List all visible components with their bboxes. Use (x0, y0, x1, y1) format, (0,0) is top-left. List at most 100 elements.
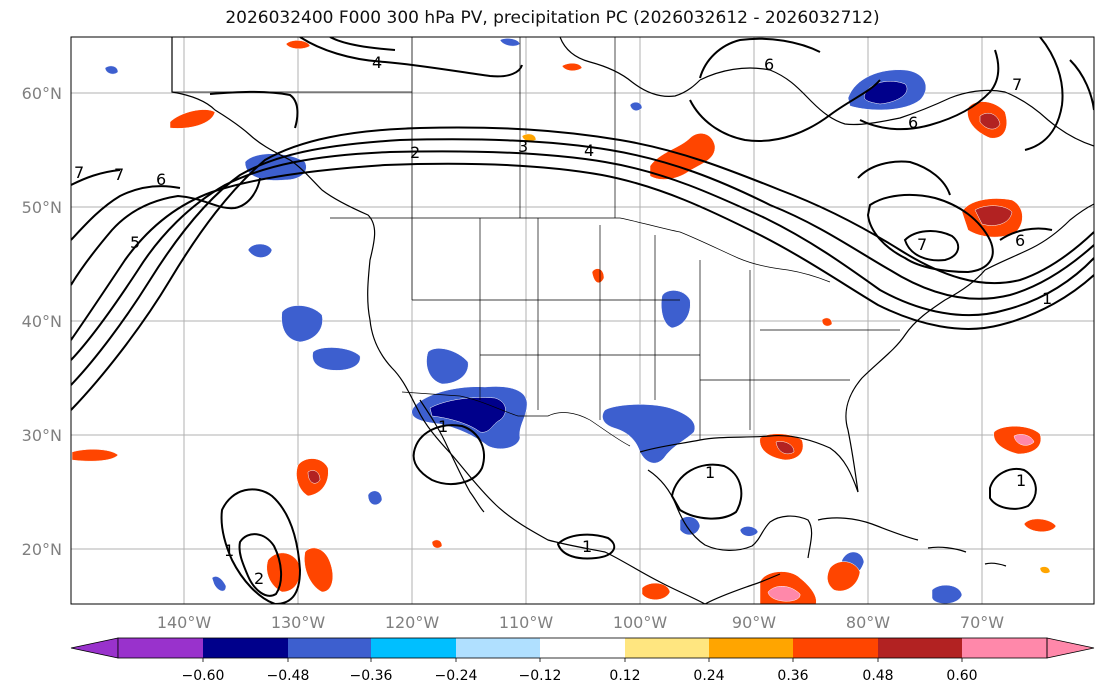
colorbar-tick-label: −0.24 (435, 668, 478, 684)
contour-label: 7 (114, 165, 124, 184)
map-plot-area: 4 6 7 6 7 7 6 5 2 3 4 7 6 1 1 1 1 1 1 2 (71, 37, 1094, 604)
lon-label: 110°W (499, 613, 554, 632)
contour-label: 7 (74, 163, 84, 182)
contour-label: 1 (438, 417, 448, 436)
pv-contour-1 (71, 126, 1094, 411)
pos-core-labrador (979, 113, 1001, 130)
coast-puerto-rico (984, 562, 1007, 567)
colorbar-tick-label: 0.24 (693, 668, 724, 684)
neg-core-hudson (864, 81, 908, 105)
contour-label: 2 (254, 569, 264, 588)
neg-area-central-am (739, 526, 759, 537)
pos-core-pacific-2 (307, 470, 321, 484)
lon-label: 140°W (157, 613, 212, 632)
contour-label: 6 (156, 170, 166, 189)
contour-label: 2 (410, 143, 420, 162)
pos-area-pacific-4 (304, 547, 333, 593)
coast-hispaniola (927, 546, 967, 553)
coast-east-us (845, 269, 986, 493)
colorbar-swatch (288, 638, 371, 658)
contour-label: 4 (584, 141, 594, 160)
colorbar-swatch (878, 638, 962, 658)
neg-area-mexico-1 (679, 516, 701, 536)
colorbar-tick-label: 0.12 (609, 668, 640, 684)
neg-area-pacific-3 (312, 347, 361, 371)
neg-area-pacific-1 (247, 243, 273, 258)
colorbar-swatch (118, 638, 203, 658)
pos-core-gulf (775, 441, 795, 455)
coast-canada-north (559, 37, 701, 97)
border-us-mexico (401, 391, 631, 447)
pv-contour-8 (209, 90, 299, 129)
neg-area-pacific-5 (211, 576, 227, 592)
contour-label: 1 (582, 537, 592, 556)
contour-label: 5 (130, 233, 140, 252)
pv-contour-10 (329, 37, 396, 51)
map-border (70, 36, 1095, 605)
colorbar-swatch (456, 638, 540, 658)
colorbar-tick-label: 0.36 (777, 668, 808, 684)
neg-area-caribbean-2 (931, 584, 963, 604)
neg-core-sw-us (429, 397, 506, 433)
lon-label: 120°W (385, 613, 440, 632)
neg-area-sw-us-1 (426, 348, 469, 385)
pos-core-central-am (767, 586, 801, 602)
coast-gulf-north (639, 435, 859, 493)
contour-label: 1 (224, 541, 234, 560)
contour-label: 6 (764, 55, 774, 74)
pos-core-quebec (974, 205, 1013, 226)
colorbar-tick-label: −0.48 (267, 668, 310, 684)
colorbar-swatch (371, 638, 456, 658)
pv-contour-7 (71, 169, 121, 186)
lon-label: 70°W (960, 613, 1004, 632)
pos-area-small-2 (561, 63, 583, 71)
pv-contour-9 (299, 37, 523, 78)
pv-contour-5 (71, 177, 261, 286)
colorbar-tick-label: 0.48 (862, 668, 893, 684)
neg-area-pacific-2 (281, 305, 323, 343)
colorbar-tick-label: −0.12 (519, 668, 562, 684)
lat-label: 40°N (22, 312, 62, 331)
pv-contour-12 (689, 79, 881, 142)
lat-label: 30°N (22, 426, 62, 445)
pv-contour-19 (999, 227, 1053, 241)
pv-contours (71, 37, 1094, 604)
map-title: 2026032400 F000 300 hPa PV, precipitatio… (225, 8, 880, 28)
colorbar: −0.60 −0.48 −0.36 −0.24 −0.12 0.12 0.24 … (70, 637, 1095, 684)
pv-contour-20 (412, 424, 485, 485)
neg-area-small-2 (104, 65, 119, 75)
pv-contour-4 (71, 162, 1094, 341)
contour-label: 7 (1012, 75, 1022, 94)
colorbar-tick-label: −0.60 (182, 668, 225, 684)
colorbar-swatch (793, 638, 878, 658)
neg-area-small-1 (629, 101, 643, 111)
pv-contour-17 (866, 193, 994, 274)
pos-core-atlantic-1 (1013, 434, 1035, 446)
neg-area-texas (602, 404, 696, 464)
contour-label: 6 (908, 113, 918, 132)
lon-label: 100°W (613, 613, 668, 632)
lon-label: 130°W (271, 613, 326, 632)
contour-label: 3 (518, 137, 528, 156)
colorbar-tick-label: 0.60 (946, 668, 977, 684)
pv-contour-15 (1069, 59, 1094, 111)
colorbar-swatch (709, 638, 793, 658)
coastlines (171, 37, 1094, 604)
pv-contour-18 (903, 230, 960, 262)
pos-area-small-6 (1039, 566, 1051, 574)
contour-label: 4 (372, 53, 382, 72)
lat-label: 20°N (22, 540, 62, 559)
longitude-axis: 140°W 130°W 120°W 110°W 100°W 90°W 80°W … (157, 613, 1004, 632)
colorbar-swatch (625, 638, 709, 658)
pv-contour-16 (857, 160, 951, 196)
pos-area-small-3 (591, 268, 605, 284)
pv-contour-23 (556, 533, 616, 560)
pv-contour-25 (238, 533, 282, 597)
pv-contour-2 (71, 138, 1094, 386)
contour-label: 1 (1042, 289, 1052, 308)
coast-canada-east (984, 203, 1094, 271)
pos-area-small-4 (821, 317, 833, 327)
colorbar-extend-low (70, 637, 119, 659)
contour-label: 7 (917, 235, 927, 254)
